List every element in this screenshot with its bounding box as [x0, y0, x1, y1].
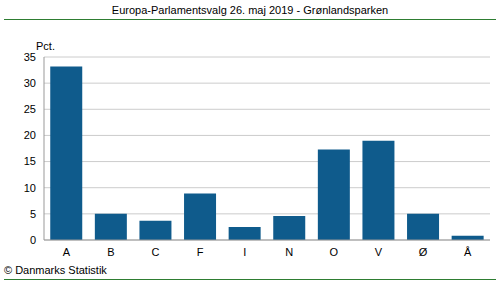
svg-text:15: 15: [24, 155, 36, 167]
svg-text:10: 10: [24, 182, 36, 194]
svg-text:5: 5: [30, 208, 36, 220]
html-text:© Danmarks Statistik: © Danmarks Statistik: [4, 264, 107, 276]
svg-text:V: V: [375, 246, 383, 258]
svg-text:25: 25: [24, 103, 36, 115]
svg-text:O: O: [330, 246, 339, 258]
svg-text:20: 20: [24, 129, 36, 141]
html-text:Pct.: Pct.: [36, 40, 55, 52]
svg-text:0: 0: [30, 234, 36, 246]
svg-text:F: F: [197, 246, 204, 258]
svg-text:C: C: [152, 246, 160, 258]
svg-text:B: B: [107, 246, 114, 258]
html-text:Europa-Parlamentsvalg 26. maj: Europa-Parlamentsvalg 26. maj 2019 - Grø…: [111, 4, 389, 16]
svg-text:35: 35: [24, 51, 36, 63]
svg-text:I: I: [243, 246, 246, 258]
svg-text:30: 30: [24, 77, 36, 89]
svg-text:Ø: Ø: [419, 246, 428, 258]
svg-text:N: N: [285, 246, 293, 258]
svg-text:Å: Å: [464, 246, 472, 258]
svg-text:A: A: [63, 246, 71, 258]
